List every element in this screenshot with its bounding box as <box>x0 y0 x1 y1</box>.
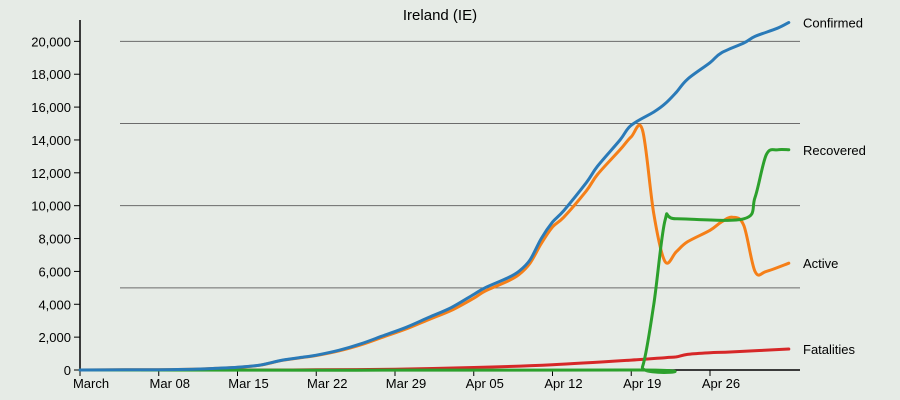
x-tick-label: Mar 29 <box>386 376 426 391</box>
series-lines <box>78 21 791 374</box>
y-tick-label: 14,000 <box>31 133 71 148</box>
y-tick-label: 6,000 <box>38 264 71 279</box>
y-tick-label: 8,000 <box>38 232 71 247</box>
y-tick-label: 16,000 <box>31 100 71 115</box>
x-tick-label: Mar 08 <box>150 376 190 391</box>
x-tick-label: Apr 12 <box>544 376 582 391</box>
y-tick-label: 2,000 <box>38 330 71 345</box>
series-label-fatalities: Fatalities <box>803 342 856 357</box>
series-label-active: Active <box>803 256 838 271</box>
series-line-confirmed <box>78 21 791 372</box>
x-tick-label: Apr 05 <box>466 376 504 391</box>
series-label-recovered: Recovered <box>803 143 866 158</box>
y-tick-label: 20,000 <box>31 34 71 49</box>
x-tick-label: Mar 22 <box>307 376 347 391</box>
y-tick-label: 10,000 <box>31 199 71 214</box>
x-tick-label: March <box>73 376 109 391</box>
series-line-recovered <box>78 147 791 374</box>
y-tick-label: 0 <box>64 363 71 378</box>
y-tick-label: 18,000 <box>31 67 71 82</box>
series-label-confirmed: Confirmed <box>803 15 863 30</box>
y-tick-label: 4,000 <box>38 297 71 312</box>
y-tick-label: 12,000 <box>31 166 71 181</box>
x-tick-label: Apr 19 <box>623 376 661 391</box>
x-tick-label: Mar 15 <box>228 376 268 391</box>
series-labels: Fatalities Active Recovered Confirmed <box>803 15 866 357</box>
chart-title: Ireland (IE) <box>403 7 477 24</box>
x-tick-label: Apr 26 <box>702 376 740 391</box>
gridlines <box>120 40 800 289</box>
